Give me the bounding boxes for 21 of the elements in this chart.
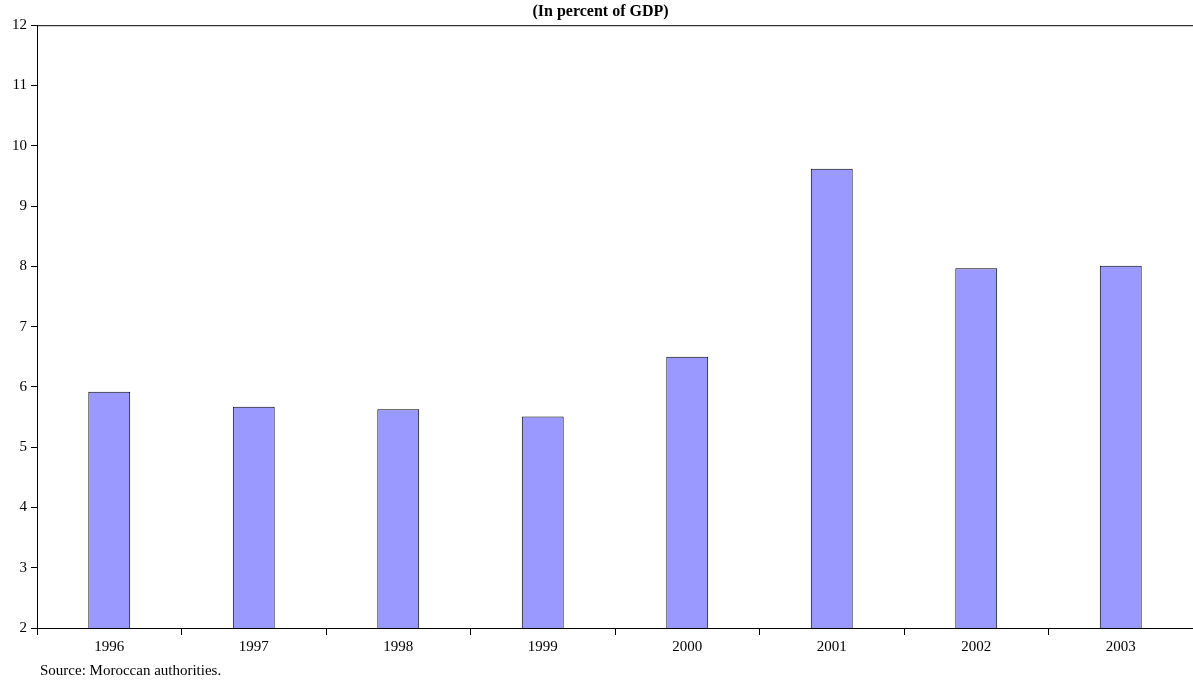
y-tick-label: 2 (19, 618, 27, 635)
y-tick-label: 8 (19, 257, 27, 274)
x-tick-label: 2001 (816, 637, 847, 654)
x-tick-label: 1997 (238, 637, 270, 654)
x-tick-label: 2003 (1105, 637, 1136, 654)
y-tick-label: 3 (19, 558, 27, 575)
chart-title: (In percent of GDP) (532, 1, 669, 20)
y-tick-label: 7 (19, 317, 28, 334)
y-tick-label: 4 (19, 498, 28, 515)
x-tick-label: 1998 (383, 637, 414, 654)
x-tick-label: 2002 (961, 637, 992, 654)
x-tick-label: 1999 (527, 637, 558, 654)
y-tick-label: 11 (12, 76, 27, 93)
y-tick-label: 9 (19, 196, 27, 213)
y-tick-label: 12 (12, 16, 27, 33)
x-tick-label: 2000 (672, 637, 703, 654)
source-note: Source: Moroccan authorities. (40, 662, 222, 679)
y-tick-label: 5 (19, 438, 27, 455)
x-tick-label: 1996 (94, 637, 125, 654)
y-tick-label: 10 (12, 136, 27, 153)
y-tick-label: 6 (19, 377, 28, 394)
